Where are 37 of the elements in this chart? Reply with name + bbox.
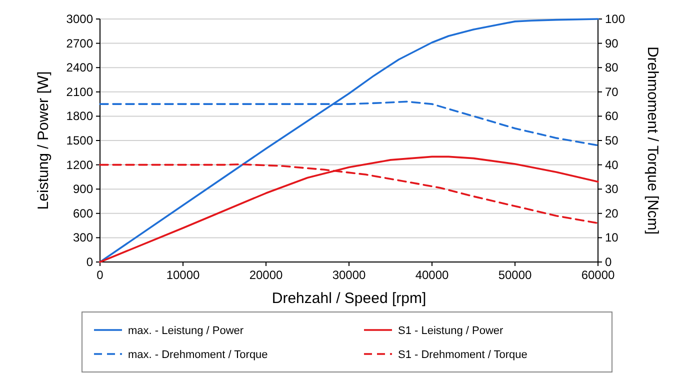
- y2-tick-label: 0: [605, 255, 612, 269]
- y-tick-label: 600: [72, 206, 94, 220]
- y-tick-label: 2100: [66, 84, 94, 99]
- x-tick-label: 20000: [249, 268, 284, 282]
- y-tick-label: 1800: [66, 109, 94, 124]
- y2-tick-label: 80: [605, 60, 619, 75]
- y2-tick-label: 90: [605, 36, 619, 50]
- y-tick-label: 1200: [66, 158, 94, 172]
- x-tick-label: 10000: [166, 268, 200, 282]
- y2-tick-label: 10: [605, 230, 619, 245]
- y-tick-label: 3000: [66, 12, 94, 26]
- legend-label: max. - Drehmoment / Torque: [128, 349, 268, 361]
- y2-tick-label: 60: [605, 109, 619, 124]
- x-tick-label: 40000: [415, 268, 450, 282]
- legend-label: S1 - Drehmoment / Torque: [398, 349, 528, 361]
- y-tick-label: 2700: [66, 36, 94, 50]
- y2-tick-label: 50: [605, 134, 619, 148]
- y-tick-label: 900: [72, 182, 94, 196]
- x-tick-label: 0: [96, 268, 104, 282]
- y2-tick-label: 40: [605, 158, 619, 172]
- y-axis-title: Leistung / Power [W]: [35, 71, 52, 210]
- legend-label: max. - Leistung / Power: [128, 325, 244, 337]
- x-axis-title: Drehzahl / Speed [rpm]: [272, 290, 426, 307]
- y2-tick-label: 20: [605, 206, 619, 220]
- y-tick-label: 1500: [66, 134, 94, 148]
- x-tick-label: 60000: [581, 268, 616, 282]
- y2-tick-label: 100: [605, 12, 626, 26]
- y-tick-label: 2400: [66, 60, 94, 75]
- x-tick-label: 30000: [332, 268, 366, 282]
- y-tick-label: 0: [86, 255, 94, 269]
- x-tick-label: 50000: [498, 268, 532, 282]
- y2-axis-title: Drehmoment / Torque [Ncm]: [644, 46, 661, 235]
- y2-tick-label: 30: [605, 182, 619, 196]
- y2-tick-label: 70: [605, 84, 619, 99]
- y-tick-label: 300: [72, 230, 94, 245]
- legend-label: S1 - Leistung / Power: [398, 325, 504, 337]
- line-series: [99, 18, 599, 263]
